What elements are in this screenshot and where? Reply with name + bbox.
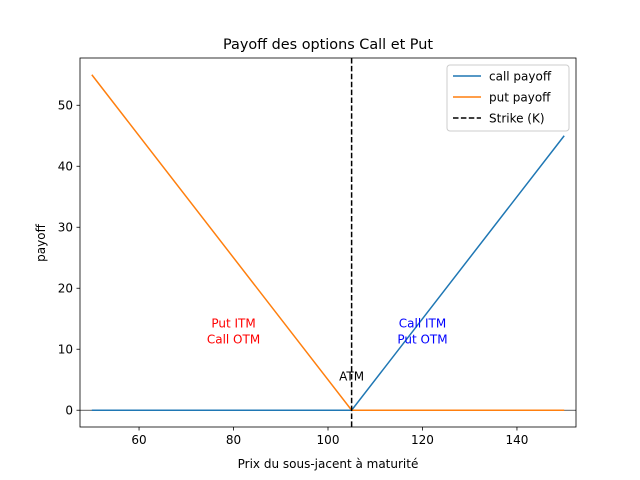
annotation-text: ATM — [339, 370, 364, 384]
annotation-text: Call OTM — [207, 332, 260, 346]
y-tick-label: 10 — [58, 342, 73, 356]
annotation-text: Put ITM — [211, 316, 255, 330]
series-line-call-payoff — [91, 135, 565, 411]
x-tick-label: 140 — [505, 433, 528, 447]
x-tick-label: 80 — [226, 433, 241, 447]
y-tick-label: 0 — [65, 403, 73, 417]
y-tick-label: 50 — [58, 98, 73, 112]
annotation-text: Call ITM — [399, 316, 446, 330]
legend-label: Strike (K) — [489, 111, 545, 125]
x-tick-label: 120 — [411, 433, 434, 447]
legend-label: call payoff — [489, 69, 552, 83]
chart-title: Payoff des options Call et Put — [223, 37, 433, 53]
y-tick-label: 30 — [58, 220, 73, 234]
annotation-text: Put OTM — [397, 332, 447, 346]
legend: call payoff put payoff Strike (K) — [446, 64, 570, 132]
y-tick-label: 40 — [58, 159, 73, 173]
y-axis-label: payoff — [34, 223, 48, 261]
x-axis-label: Prix du sous-jacent à maturité — [238, 457, 419, 471]
x-tick-label: 60 — [131, 433, 146, 447]
legend-box — [446, 64, 570, 132]
y-tick-label: 20 — [58, 281, 73, 295]
legend-label: put payoff — [489, 90, 551, 104]
x-tick-label: 100 — [317, 433, 340, 447]
